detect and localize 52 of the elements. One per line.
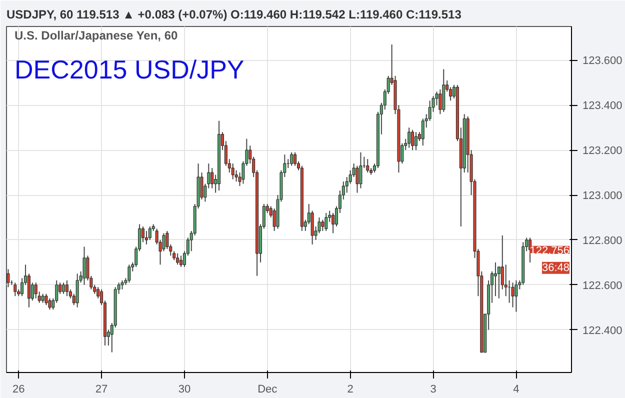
y-tick-label: 123.200 — [582, 145, 622, 158]
candlestick — [321, 219, 324, 232]
candlestick — [210, 168, 214, 189]
candlestick — [497, 266, 500, 299]
candlestick — [76, 273, 79, 308]
candlestick — [332, 212, 335, 234]
candlestick — [48, 298, 52, 310]
text: DEC2015 USD/JPY — [14, 54, 244, 84]
candlestick — [514, 280, 518, 312]
candlestick — [65, 280, 68, 297]
y-tick-label: 122.800 — [582, 234, 622, 247]
candlestick — [414, 132, 418, 151]
candlestick — [511, 282, 514, 308]
candlestick — [494, 262, 497, 297]
y-tick-label: 123.000 — [582, 190, 622, 202]
x-tick-label: 3 — [430, 384, 436, 396]
candlestick — [411, 129, 414, 151]
y-tick-label: 122.600 — [582, 280, 622, 292]
candlestick — [6, 268, 10, 288]
candlestick — [44, 293, 48, 306]
candlestick — [356, 165, 359, 194]
annotation: 122.756 — [530, 244, 570, 257]
candlestick — [438, 88, 442, 115]
candlestick — [34, 282, 38, 299]
chart-subtitle: U.S. Dollar/Japanese Yen, 60 — [14, 28, 178, 42]
candlestick — [14, 282, 17, 297]
candlestick — [324, 212, 328, 232]
candlestick — [148, 226, 152, 240]
candlestick — [294, 152, 297, 166]
x-tick-label: Dec — [258, 384, 278, 396]
candlestick — [176, 252, 180, 266]
x-tick-label: 26 — [12, 384, 25, 396]
candlestick — [82, 246, 86, 286]
candlestick — [128, 264, 131, 284]
x-tick-label: 4 — [513, 384, 520, 396]
x-tick-label: 2 — [347, 384, 354, 396]
candlestick — [421, 118, 424, 146]
candlestick — [408, 127, 411, 148]
candlestick — [180, 255, 183, 268]
candlestick — [366, 158, 370, 174]
y-tick-label: 122.400 — [582, 324, 622, 337]
candlestick — [144, 230, 148, 245]
candlestick — [290, 152, 294, 166]
candlestick — [62, 282, 66, 294]
y-tick-label: 123.400 — [582, 100, 622, 112]
text: USDJPY, 60 119.513 ▲ +0.083 (+0.07%) O:119.460 H:119.542 L:119.460 C:119.513 — [6, 8, 462, 22]
x-tick-label: 30 — [178, 384, 191, 396]
y-tick-label: 123.600 — [582, 55, 622, 68]
x-tick-label: 27 — [95, 384, 108, 396]
text: 36:48 — [542, 262, 570, 274]
candlestick — [359, 152, 362, 189]
candlestick — [231, 163, 234, 180]
